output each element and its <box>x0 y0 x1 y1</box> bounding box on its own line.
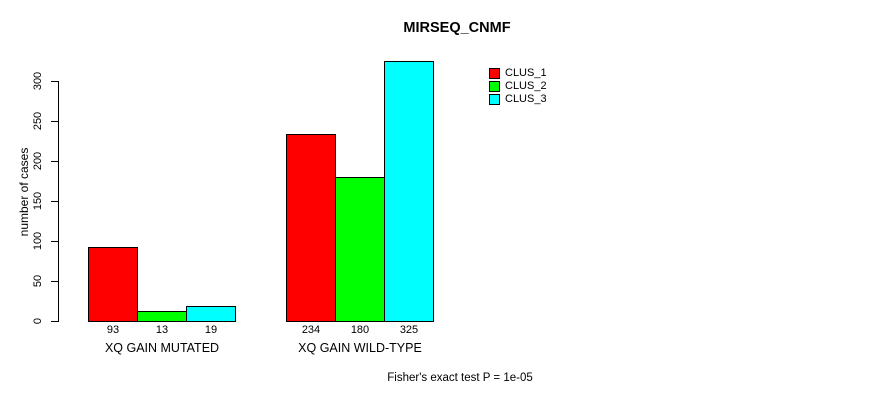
legend: CLUS_1 CLUS_2 CLUS_3 <box>489 67 547 106</box>
bar-value-label: 325 <box>399 324 419 336</box>
bar <box>335 177 385 322</box>
y-axis-tick-label-text: 100 <box>32 231 44 251</box>
bar-value-label: 19 <box>204 324 218 336</box>
bar <box>286 134 336 322</box>
y-axis-tick <box>51 121 58 122</box>
y-axis-tick-label-text: 150 <box>32 191 44 211</box>
legend-item-clus-2: CLUS_2 <box>489 80 547 93</box>
bar-value-label: 93 <box>106 324 120 336</box>
category-label: XQ GAIN WILD-TYPE <box>298 341 422 355</box>
bar <box>384 61 434 322</box>
y-axis-tick-label-text: 50 <box>32 274 44 288</box>
y-axis-tick <box>51 241 58 242</box>
legend-label-clus-2: CLUS_2 <box>505 80 547 92</box>
legend-item-clus-3: CLUS_3 <box>489 93 547 106</box>
legend-swatch-clus-3 <box>489 94 500 105</box>
annotation-text: Fisher's exact test P = 1e-05 <box>387 372 533 384</box>
y-axis-tick <box>51 161 58 162</box>
legend-swatch-clus-2 <box>489 81 500 92</box>
y-axis-line <box>58 81 59 322</box>
y-axis-tick <box>51 281 58 282</box>
legend-label-clus-3: CLUS_3 <box>505 93 547 105</box>
y-axis-tick-label-text: 250 <box>32 111 44 131</box>
bar-value-label: 234 <box>301 324 321 336</box>
y-axis-tick <box>51 321 58 322</box>
y-axis-tick-label-text: 200 <box>32 151 44 171</box>
chart-title: MIRSEQ_CNMF <box>403 20 511 36</box>
bar-value-label: 180 <box>350 324 370 336</box>
category-label: XQ GAIN MUTATED <box>104 341 220 355</box>
legend-item-clus-1: CLUS_1 <box>489 67 547 80</box>
bar <box>88 247 138 322</box>
y-axis-tick-label-text: 300 <box>32 71 44 91</box>
legend-label-clus-1: CLUS_1 <box>505 67 547 79</box>
y-axis-tick <box>51 81 58 82</box>
y-axis-tick-label-text: 0 <box>32 317 44 325</box>
bar <box>137 311 187 322</box>
legend-swatch-clus-1 <box>489 68 500 79</box>
y-axis-tick <box>51 201 58 202</box>
bar <box>186 306 236 322</box>
bar-value-label: 13 <box>155 324 169 336</box>
y-axis-title-text: number of cases <box>17 147 31 237</box>
